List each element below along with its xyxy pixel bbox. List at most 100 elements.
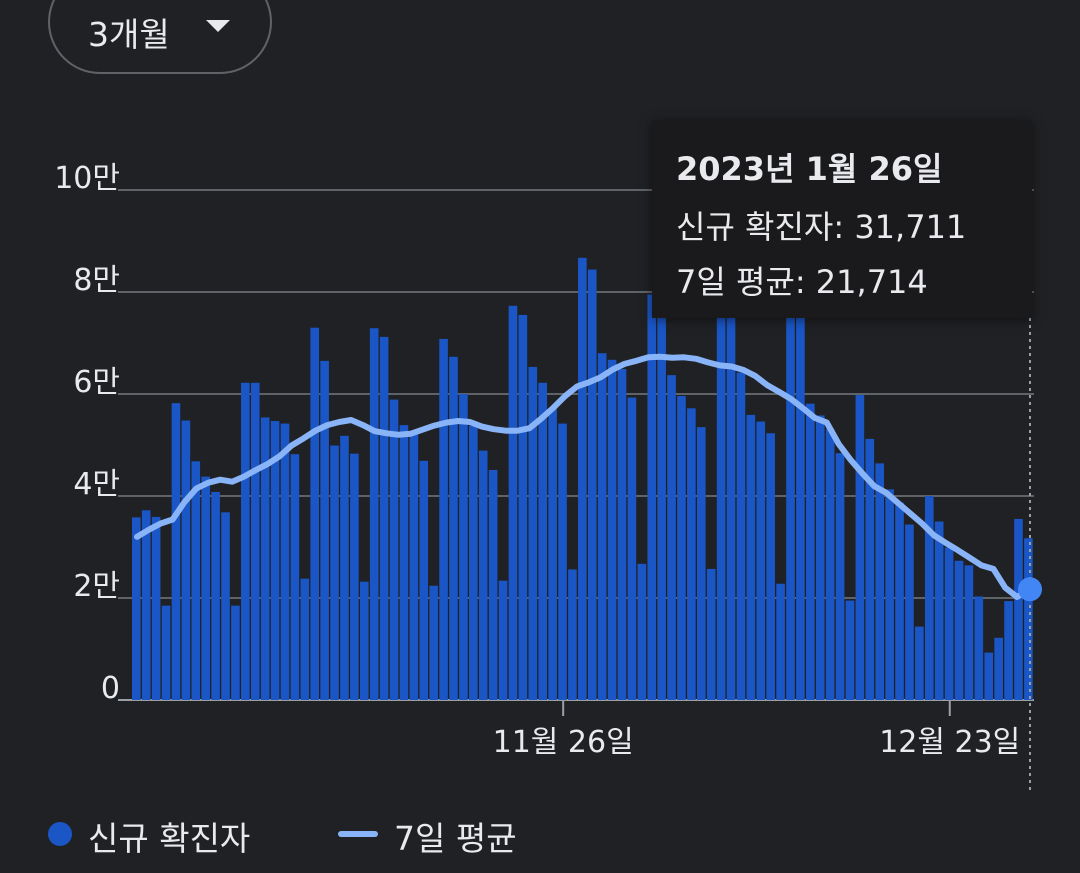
bar[interactable] [607,359,617,700]
legend-line-icon [338,831,378,837]
bar[interactable] [389,399,399,700]
bar[interactable] [746,414,756,700]
bar[interactable] [647,294,657,700]
bar[interactable] [290,454,300,700]
bar[interactable] [141,510,151,700]
bar[interactable] [548,408,557,700]
bar[interactable] [231,605,240,700]
bar[interactable] [350,453,359,700]
bar[interactable] [954,560,964,700]
bar[interactable] [845,600,855,700]
bar[interactable] [211,491,220,700]
new-cases-bars[interactable] [132,257,1033,701]
bar[interactable] [984,652,994,700]
bar[interactable] [568,569,577,700]
bar[interactable] [944,547,954,700]
bar[interactable] [895,502,904,700]
bar[interactable] [528,366,538,700]
bar[interactable] [469,425,478,700]
y-tick-label: 6만 [73,365,120,400]
bar[interactable] [171,403,181,700]
bar[interactable] [806,403,815,700]
bar[interactable] [320,360,329,700]
bar[interactable] [815,415,825,700]
bar[interactable] [667,375,676,700]
bar[interactable] [498,580,508,700]
bar[interactable] [657,312,666,700]
bar[interactable] [478,450,488,700]
bar[interactable] [964,565,974,700]
bar[interactable] [379,336,389,700]
bar[interactable] [1004,601,1013,700]
bar[interactable] [786,285,795,700]
bar[interactable] [756,421,766,700]
bar[interactable] [488,469,498,700]
bar[interactable] [587,269,597,700]
bar[interactable] [508,305,518,700]
bar[interactable] [776,583,785,700]
bar[interactable] [766,433,775,700]
bar[interactable] [201,476,210,700]
bar[interactable] [270,421,280,700]
bar[interactable] [875,463,885,700]
bar[interactable] [369,328,379,700]
bar[interactable] [330,445,339,700]
bar[interactable] [934,521,944,701]
bar[interactable] [359,581,369,700]
bar[interactable] [221,512,230,700]
bar[interactable] [250,382,260,700]
range-dropdown[interactable]: 3개월 [48,0,272,74]
bar[interactable] [300,578,310,700]
bar[interactable] [578,257,587,700]
bar[interactable] [796,311,805,700]
bar[interactable] [558,423,567,700]
bar[interactable] [439,338,448,700]
bar[interactable] [825,429,835,700]
bar[interactable] [399,425,409,700]
bar[interactable] [449,356,458,700]
bar[interactable] [696,427,706,700]
bar[interactable] [835,453,845,700]
bar[interactable] [419,460,429,700]
tooltip-seven-day-average: 7일 평균: 21,714 [676,263,928,301]
bar[interactable] [924,496,934,700]
bar[interactable] [994,637,1003,700]
bar[interactable] [132,517,141,700]
bar[interactable] [915,626,924,700]
chart-tooltip: 2023년 1월 26일 신규 확진자: 31,711 7일 평균: 21,71… [652,120,1032,318]
bar[interactable] [617,369,627,700]
bar[interactable] [974,596,984,700]
bar[interactable] [905,524,914,700]
bar[interactable] [409,433,419,700]
bar[interactable] [1014,518,1023,700]
bar[interactable] [716,292,726,700]
bar[interactable] [687,408,696,700]
bar[interactable] [459,394,468,700]
bar[interactable] [280,423,290,700]
bar[interactable] [161,605,171,700]
bar[interactable] [1024,538,1033,700]
bar[interactable] [429,585,438,700]
y-axis-ticks: 0 2만 4만 6만 8만 10만 [54,161,120,706]
bar[interactable] [637,563,647,700]
bar[interactable] [627,397,637,700]
bar[interactable] [855,395,865,700]
bar[interactable] [865,438,875,700]
bar[interactable] [677,396,686,700]
bar[interactable] [310,327,320,700]
bar[interactable] [181,420,191,700]
bar[interactable] [260,417,270,700]
bar[interactable] [191,461,201,700]
seven-day-average-line[interactable] [134,353,1032,600]
bar[interactable] [151,516,161,700]
average-line[interactable] [134,353,1032,600]
bar[interactable] [736,372,746,700]
bar[interactable] [518,314,528,700]
bar[interactable] [706,568,716,700]
bar[interactable] [597,353,607,700]
bar[interactable] [885,489,894,700]
bar[interactable] [538,382,548,700]
bar[interactable] [340,435,349,700]
bar[interactable] [241,382,250,700]
bar[interactable] [726,307,736,700]
